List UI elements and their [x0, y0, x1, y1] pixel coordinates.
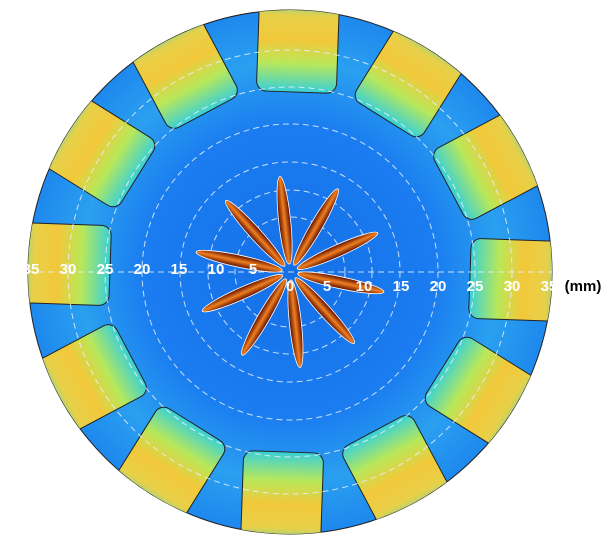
axis-label: 25 — [97, 261, 114, 278]
axis-label: 30 — [504, 278, 521, 295]
axis-label: 10 — [356, 278, 373, 295]
axis-label: 15 — [171, 261, 188, 278]
axis-label: 10 — [208, 261, 225, 278]
page: 353025201510505101520253035 (mm) (() => … — [0, 0, 612, 546]
axis-label: 30 — [60, 261, 77, 278]
axis-label: 0 — [286, 278, 294, 295]
axis-label: 25 — [467, 278, 484, 295]
axis-label: 35 — [23, 261, 40, 278]
unit-label: (mm) — [565, 278, 602, 295]
spray-image: 35 30 25 20 15 10 5 0 5 10 15 20 25 30 35 (mm) — [0, 0, 612, 546]
axis-label: 5 — [249, 261, 257, 278]
axis-label: 20 — [430, 278, 447, 295]
axis-label: 20 — [134, 261, 151, 278]
axis-label: 5 — [323, 278, 331, 295]
axis-label: 35 — [541, 278, 558, 295]
plume — [256, 0, 339, 94]
axis-label: 15 — [393, 278, 410, 295]
